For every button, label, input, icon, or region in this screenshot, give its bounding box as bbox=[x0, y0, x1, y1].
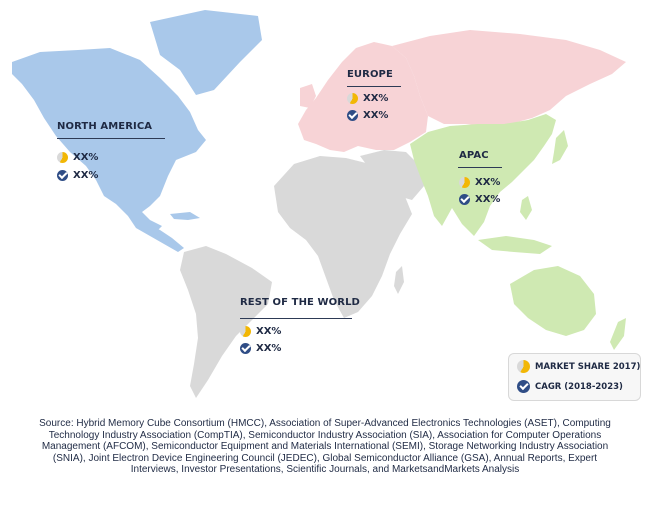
rest-of-world-share: XX% bbox=[240, 326, 281, 337]
europe-title: EUROPE bbox=[347, 69, 393, 80]
japan-shape bbox=[552, 130, 568, 164]
europe-rule bbox=[347, 86, 401, 87]
check-icon bbox=[347, 110, 358, 121]
legend-cagr-label: CAGR (2018-2023) bbox=[535, 381, 623, 392]
check-icon bbox=[57, 170, 68, 181]
north-america-rule bbox=[57, 138, 165, 139]
south-america-shape bbox=[180, 246, 272, 398]
legend: MARKET SHARE 2017) CAGR (2018-2023) bbox=[508, 353, 641, 401]
rest-of-world-title: REST OF THE WORLD bbox=[240, 297, 360, 308]
europe-share-value: XX% bbox=[363, 93, 389, 104]
check-icon bbox=[517, 380, 530, 393]
apac-share: XX% bbox=[459, 177, 500, 188]
greenland-shape bbox=[150, 10, 262, 95]
middle-east-shape bbox=[360, 150, 424, 200]
pie-icon bbox=[459, 177, 470, 188]
legend-cagr: CAGR (2018-2023) bbox=[517, 380, 623, 393]
legend-market-share: MARKET SHARE 2017) bbox=[517, 360, 640, 373]
legend-market-share-label: MARKET SHARE 2017) bbox=[535, 361, 641, 372]
pie-icon bbox=[57, 152, 68, 163]
north-america-title: NORTH AMERICA bbox=[57, 121, 153, 132]
north-america-share: XX% bbox=[57, 152, 98, 163]
pie-icon bbox=[517, 360, 530, 373]
africa-shape bbox=[274, 156, 412, 318]
europe-cagr-value: XX% bbox=[363, 110, 389, 121]
check-icon bbox=[459, 194, 470, 205]
central-america-shape bbox=[128, 216, 184, 252]
apac-title: APAC bbox=[459, 150, 489, 161]
apac-rule bbox=[458, 167, 502, 168]
australia-shape bbox=[510, 266, 596, 336]
apac-share-value: XX% bbox=[475, 177, 501, 188]
source-note: Source: Hybrid Memory Cube Consortium (H… bbox=[39, 418, 611, 476]
pie-icon bbox=[240, 326, 251, 337]
philippines-shape bbox=[520, 196, 532, 220]
indonesia-shape bbox=[478, 236, 552, 254]
russia-shape bbox=[392, 30, 626, 126]
caribbean-shape bbox=[170, 212, 200, 220]
apac-cagr-value: XX% bbox=[475, 194, 501, 205]
world-map bbox=[12, 10, 626, 398]
rest-of-world-cagr: XX% bbox=[240, 343, 281, 354]
north-america-cagr-value: XX% bbox=[73, 170, 99, 181]
british-isles-shape bbox=[300, 84, 316, 108]
europe-cagr: XX% bbox=[347, 110, 388, 121]
pie-icon bbox=[347, 93, 358, 104]
new-zealand-shape bbox=[610, 318, 626, 350]
madagascar-shape bbox=[394, 266, 404, 294]
europe-share: XX% bbox=[347, 93, 388, 104]
rest-of-world-share-value: XX% bbox=[256, 326, 282, 337]
north-america-shape bbox=[12, 48, 206, 232]
check-icon bbox=[240, 343, 251, 354]
north-america-cagr: XX% bbox=[57, 170, 98, 181]
apac-shape bbox=[410, 114, 556, 236]
rest-of-world-cagr-value: XX% bbox=[256, 343, 282, 354]
apac-cagr: XX% bbox=[459, 194, 500, 205]
rest-of-world-rule bbox=[240, 318, 352, 319]
north-america-share-value: XX% bbox=[73, 152, 99, 163]
europe-shape bbox=[298, 42, 428, 152]
